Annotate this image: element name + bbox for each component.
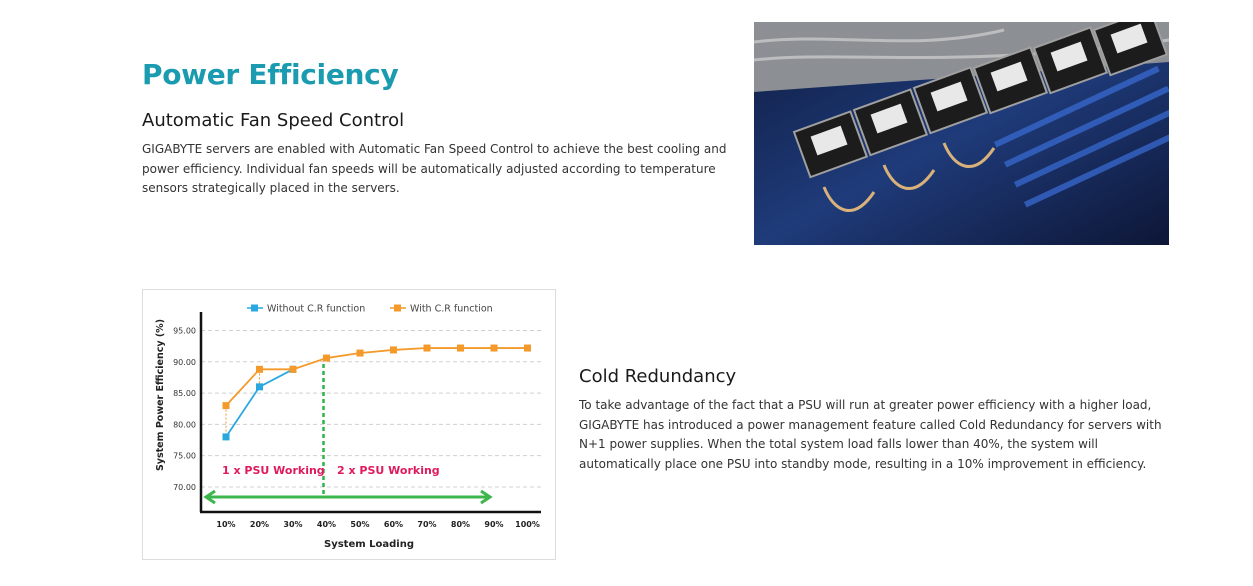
data-point — [490, 344, 498, 352]
x-tick-label: 60% — [384, 520, 403, 529]
data-point — [323, 354, 330, 362]
x-tick-label: 100% — [515, 520, 540, 529]
data-point — [356, 349, 364, 357]
fan-speed-description: GIGABYTE servers are enabled with Automa… — [142, 142, 727, 195]
data-point — [256, 383, 263, 391]
range-arrow-right-head — [480, 489, 493, 505]
data-point — [256, 365, 263, 373]
cold-redundancy-description: To take advantage of the fact that a PSU… — [579, 398, 1162, 471]
x-tick-label: 10% — [216, 520, 235, 529]
data-point — [423, 344, 431, 352]
data-point — [222, 433, 230, 441]
series-line — [225, 347, 528, 407]
legend-marker-without-cr — [251, 304, 258, 312]
y-tick-label: 90.00 — [173, 358, 196, 367]
data-point — [289, 365, 297, 373]
x-tick-label: 80% — [451, 520, 470, 529]
annotation-2-psu: 2 x PSU Working — [337, 464, 440, 477]
data-point — [222, 402, 230, 410]
y-tick-label: 95.00 — [173, 327, 196, 336]
fan-speed-heading: Automatic Fan Speed Control — [142, 110, 405, 131]
y-tick-label: 75.00 — [173, 452, 196, 461]
data-point — [524, 344, 531, 352]
legend-label-with-cr: With C.R function — [410, 304, 493, 315]
legend-marker-with-cr — [394, 304, 401, 312]
legend-label-without-cr: Without C.R function — [267, 304, 365, 315]
y-axis-label: System Power Efficiency (%) — [155, 319, 166, 471]
cold-redundancy-chart: Without C.R function With C.R function S… — [142, 289, 556, 560]
data-point — [457, 344, 464, 352]
series-line — [225, 368, 294, 438]
page-title: Power Efficiency — [142, 58, 399, 91]
server-fans-photo — [754, 22, 1169, 245]
annotation-1-psu: 1 x PSU Working — [222, 464, 325, 477]
y-tick-label: 85.00 — [173, 389, 196, 398]
x-tick-label: 40% — [317, 520, 336, 529]
x-tick-label: 50% — [350, 520, 369, 529]
x-tick-label: 70% — [417, 520, 436, 529]
y-tick-label: 80.00 — [173, 420, 196, 429]
range-arrow-left-head — [203, 489, 216, 505]
efficiency-line-chart: Without C.R function With C.R function S… — [155, 304, 541, 550]
x-tick-label: 30% — [283, 520, 302, 529]
y-tick-label: 70.00 — [173, 483, 196, 492]
x-tick-label: 90% — [484, 520, 503, 529]
legend: Without C.R function With C.R function — [247, 304, 493, 315]
x-tick-label: 20% — [250, 520, 269, 529]
data-point — [390, 346, 397, 354]
cold-redundancy-heading: Cold Redundancy — [579, 366, 737, 387]
x-axis-label: System Loading — [324, 539, 414, 550]
